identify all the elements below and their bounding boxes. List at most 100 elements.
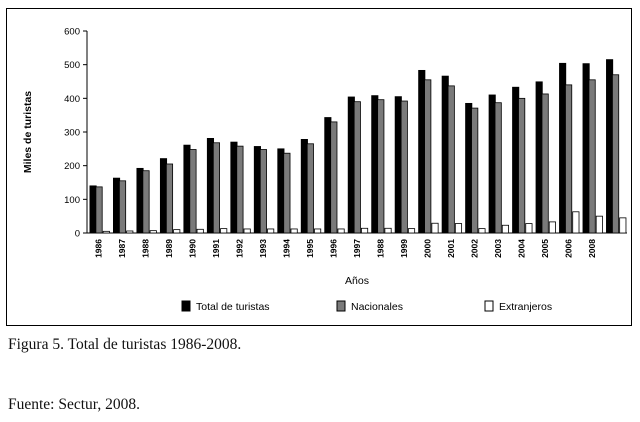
bar-extranjeros	[102, 230, 110, 234]
x-tick-label: 2004	[516, 239, 526, 258]
legend-swatch	[484, 300, 494, 312]
bar-total-de-turistas	[206, 137, 215, 234]
y-tick-label: 100	[64, 195, 80, 206]
y-tick-label: 0	[75, 229, 80, 240]
bar-total-de-turistas	[136, 167, 144, 234]
x-axis-label: Años	[345, 275, 369, 287]
legend-swatch	[336, 300, 346, 312]
bar-total-de-turistas	[441, 75, 449, 234]
bar-total-de-turistas	[488, 94, 496, 234]
y-tick-label: 500	[64, 60, 80, 71]
bar-total-de-turistas	[89, 185, 97, 234]
bar-total-de-turistas	[324, 117, 332, 234]
bar-total-de-turistas	[159, 158, 168, 234]
bar-total-de-turistas	[512, 86, 520, 234]
x-tick-label: 2003	[493, 239, 503, 258]
bar-extranjeros	[149, 230, 157, 234]
bar-nacionales	[259, 149, 267, 234]
bar-extranjeros	[314, 228, 322, 234]
bar-nacionales	[165, 163, 174, 234]
bar-nacionales	[565, 84, 573, 234]
x-tick-label: 1995	[305, 239, 315, 258]
x-tick-label: 2001	[446, 239, 456, 258]
bar-extranjeros	[173, 229, 181, 234]
x-tick-label: 1990	[188, 239, 198, 258]
bar-nacionales	[494, 102, 502, 234]
x-tick-label: 1996	[329, 239, 339, 258]
bar-nacionales	[353, 101, 361, 234]
bar-extranjeros	[431, 222, 439, 234]
bar-nacionales	[377, 99, 385, 234]
bar-extranjeros	[548, 221, 556, 234]
bar-extranjeros	[267, 228, 275, 234]
x-tick-label: 1994	[282, 239, 292, 258]
bar-nacionales	[283, 152, 291, 234]
x-tick-label: 1999	[399, 239, 409, 258]
x-tick-label: 1991	[211, 239, 221, 258]
bar-total-de-turistas	[112, 177, 121, 234]
x-tick-label: 1992	[235, 239, 245, 258]
bar-nacionales	[142, 170, 150, 234]
bar-total-de-turistas	[230, 141, 238, 234]
bar-total-de-turistas	[371, 95, 379, 234]
y-axis-label: Miles de turistas	[22, 91, 34, 173]
bar-nacionales	[330, 121, 338, 234]
bar-extranjeros	[243, 228, 251, 234]
bar-nacionales	[306, 143, 314, 234]
bar-extranjeros	[126, 230, 134, 234]
bar-extranjeros	[407, 228, 416, 234]
bar-extranjeros	[290, 228, 298, 234]
x-tick-label: 1997	[352, 239, 362, 258]
bar-extranjeros	[501, 224, 509, 234]
x-tick-label: 2008	[587, 239, 597, 258]
bar-total-de-turistas	[253, 146, 261, 234]
bar-extranjeros	[572, 211, 580, 234]
bar-total-de-turistas	[300, 139, 308, 234]
y-tick-label: 300	[64, 128, 80, 139]
bar-chart: 0 100 200 300 400 500 600 Miles de turistas 1986…	[22, 27, 627, 313]
bar-extranjeros	[337, 228, 345, 234]
x-tick-label: 1986	[94, 239, 104, 258]
bar-extranjeros	[619, 217, 627, 234]
bar-extranjeros	[384, 227, 392, 234]
legend-label: Nacionales	[351, 301, 403, 313]
bar-nacionales	[518, 97, 526, 234]
bar-total-de-turistas	[347, 96, 355, 234]
bar-extranjeros	[478, 228, 486, 234]
x-tick-label: 1993	[258, 239, 268, 258]
bar-extranjeros	[196, 228, 204, 234]
y-tick-label: 200	[64, 161, 80, 172]
y-tick-label: 600	[64, 27, 80, 38]
bar-extranjeros	[595, 215, 603, 234]
bar-nacionales	[541, 93, 549, 234]
bar-total-de-turistas	[535, 81, 543, 234]
bar-nacionales	[588, 79, 596, 234]
source-note: Fuente: Sectur, 2008.	[8, 396, 140, 413]
bar-total-de-turistas	[606, 59, 614, 234]
bar-nacionales	[424, 79, 432, 234]
y-tick-label: 400	[64, 94, 80, 105]
bar-nacionales	[447, 85, 455, 234]
bar-total-de-turistas	[582, 63, 590, 234]
legend-swatch	[181, 300, 191, 312]
bar-nacionales	[212, 142, 220, 234]
bar-extranjeros	[220, 228, 228, 234]
bar-nacionales	[95, 186, 103, 234]
x-tick-label: 2002	[469, 239, 479, 258]
x-tick-label: 1989	[164, 239, 174, 258]
x-tick-label: 1988	[141, 239, 151, 258]
bar-total-de-turistas	[277, 148, 285, 234]
bar-extranjeros	[361, 227, 369, 234]
chart-frame: 0 100 200 300 400 500 600 Miles de turistas 1986…	[6, 8, 632, 326]
bar-nacionales	[612, 74, 620, 234]
legend-label: Extranjeros	[499, 301, 552, 313]
x-tick-label: 1988	[375, 239, 385, 258]
bar-nacionales	[471, 107, 479, 234]
bar-nacionales	[236, 145, 244, 234]
bar-total-de-turistas	[394, 96, 402, 234]
figure-caption: Figura 5. Total de turistas 1986-2008.	[8, 336, 242, 353]
bar-total-de-turistas	[465, 102, 473, 234]
bar-nacionales	[118, 180, 127, 234]
bar-total-de-turistas	[418, 69, 426, 234]
x-tick-label: 1987	[117, 239, 127, 258]
